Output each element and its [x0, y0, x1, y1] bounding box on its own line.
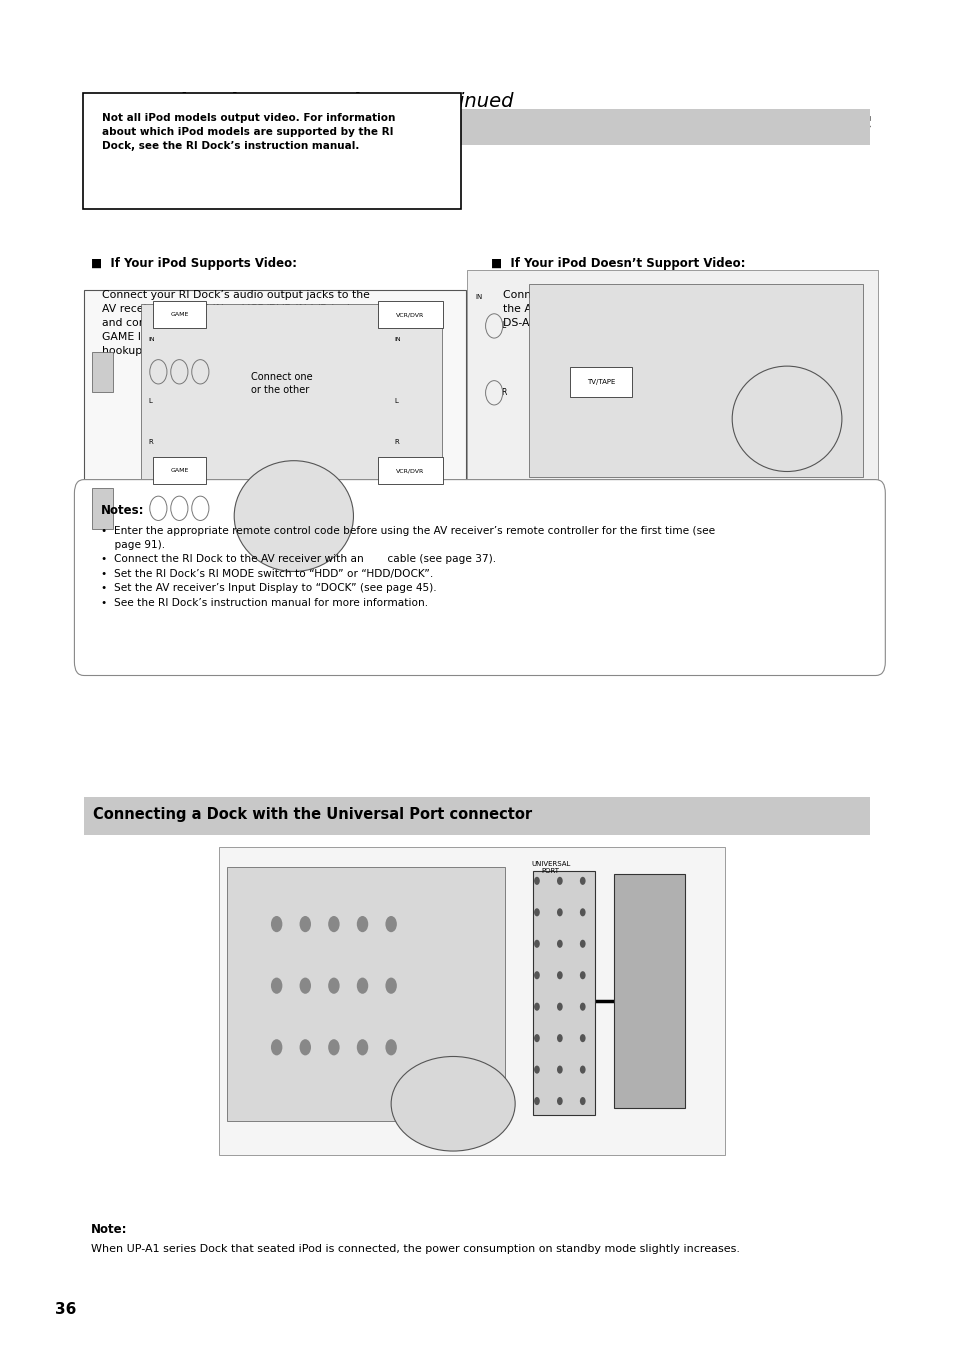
Text: IN: IN	[394, 338, 400, 342]
FancyBboxPatch shape	[91, 488, 112, 528]
Circle shape	[385, 916, 396, 932]
Ellipse shape	[391, 1056, 515, 1151]
Text: R: R	[394, 439, 398, 444]
FancyBboxPatch shape	[84, 109, 869, 145]
FancyBboxPatch shape	[570, 366, 631, 397]
Circle shape	[271, 916, 282, 932]
FancyBboxPatch shape	[219, 847, 724, 1155]
FancyBboxPatch shape	[141, 304, 441, 547]
Ellipse shape	[731, 366, 841, 471]
Text: Connect your RI Dock’s audio output jacks to the
AV receiver’s GAME IN or VCR/DV: Connect your RI Dock’s audio output jack…	[102, 290, 395, 357]
FancyBboxPatch shape	[84, 797, 869, 835]
Text: •  Enter the appropriate remote control code before using the AV receiver’s remo: • Enter the appropriate remote control c…	[101, 526, 715, 608]
Text: IN: IN	[149, 338, 155, 342]
FancyBboxPatch shape	[91, 351, 112, 392]
Circle shape	[385, 978, 396, 994]
Circle shape	[299, 1039, 311, 1055]
Text: VIDEO OUT  R  AUDIO OUT  L: VIDEO OUT R AUDIO OUT L	[91, 562, 182, 567]
Circle shape	[579, 971, 585, 979]
Circle shape	[385, 1039, 396, 1055]
Text: Notes:: Notes:	[101, 504, 145, 517]
Circle shape	[299, 916, 311, 932]
Circle shape	[534, 877, 539, 885]
Circle shape	[271, 978, 282, 994]
Text: Connect your RI Dock’s analog audio output jacks to
the AV receiver’s TV/TAPE IN: Connect your RI Dock’s analog audio outp…	[502, 290, 789, 328]
FancyBboxPatch shape	[467, 270, 877, 493]
Circle shape	[534, 971, 539, 979]
Text: VCR/DVR: VCR/DVR	[395, 467, 424, 473]
Text: L: L	[500, 322, 504, 331]
FancyBboxPatch shape	[152, 301, 205, 328]
Text: Connecting an RI Dock: Connecting an RI Dock	[93, 118, 279, 132]
Circle shape	[299, 978, 311, 994]
Circle shape	[557, 1066, 562, 1074]
FancyBboxPatch shape	[377, 301, 442, 328]
Circle shape	[534, 1066, 539, 1074]
Text: When UP-A1 series Dock that seated iPod is connected, the power consumption on s: When UP-A1 series Dock that seated iPod …	[91, 1244, 739, 1254]
Text: Connecting the AV Receiver: Connecting the AV Receiver	[91, 92, 396, 111]
FancyBboxPatch shape	[227, 867, 505, 1121]
Ellipse shape	[233, 461, 353, 571]
Text: UNIVERSAL
PORT: UNIVERSAL PORT	[531, 861, 570, 874]
Circle shape	[534, 1002, 539, 1011]
Text: GAME: GAME	[170, 312, 189, 317]
Circle shape	[328, 916, 339, 932]
Circle shape	[579, 940, 585, 948]
Text: ■  If Your iPod Doesn’t Support Video:: ■ If Your iPod Doesn’t Support Video:	[491, 257, 745, 270]
Circle shape	[557, 877, 562, 885]
FancyBboxPatch shape	[83, 93, 460, 209]
Circle shape	[557, 1034, 562, 1042]
Text: TV/TAPE: TV/TAPE	[586, 378, 615, 385]
Text: R: R	[500, 388, 506, 397]
FancyBboxPatch shape	[152, 457, 205, 484]
Text: L: L	[149, 397, 152, 404]
Circle shape	[579, 877, 585, 885]
Circle shape	[557, 1002, 562, 1011]
Circle shape	[557, 908, 562, 916]
Circle shape	[557, 940, 562, 948]
FancyBboxPatch shape	[613, 874, 684, 1108]
Text: L: L	[394, 397, 397, 404]
Text: 36: 36	[55, 1302, 76, 1317]
Circle shape	[534, 1097, 539, 1105]
Circle shape	[534, 1034, 539, 1042]
Text: R: R	[149, 439, 153, 444]
Circle shape	[579, 1097, 585, 1105]
Circle shape	[534, 908, 539, 916]
Circle shape	[534, 940, 539, 948]
Circle shape	[271, 1039, 282, 1055]
Circle shape	[356, 978, 368, 994]
Text: Note:: Note:	[91, 1223, 127, 1236]
Circle shape	[356, 916, 368, 932]
FancyBboxPatch shape	[74, 480, 884, 676]
Text: GAME: GAME	[170, 467, 189, 473]
Text: Connecting a Dock with the Universal Port connector: Connecting a Dock with the Universal Por…	[93, 807, 532, 821]
Circle shape	[579, 908, 585, 916]
Text: ■  If Your iPod Supports Video:: ■ If Your iPod Supports Video:	[91, 257, 296, 270]
FancyBboxPatch shape	[529, 284, 862, 477]
Circle shape	[579, 1002, 585, 1011]
Text: Not all iPod models output video. For information
about which iPod models are su: Not all iPod models output video. For in…	[102, 113, 395, 151]
Text: VCR/DVR: VCR/DVR	[395, 312, 424, 317]
Circle shape	[328, 1039, 339, 1055]
Text: Connect one
or the other: Connect one or the other	[251, 372, 313, 394]
FancyBboxPatch shape	[84, 290, 465, 581]
Text: AUDIO OUT: AUDIO OUT	[469, 507, 508, 512]
Circle shape	[579, 1034, 585, 1042]
Text: —Continued: —Continued	[394, 92, 513, 111]
Circle shape	[356, 1039, 368, 1055]
Circle shape	[579, 1066, 585, 1074]
Text: IN: IN	[475, 295, 482, 300]
Circle shape	[557, 971, 562, 979]
Circle shape	[328, 978, 339, 994]
Circle shape	[557, 1097, 562, 1105]
FancyBboxPatch shape	[533, 871, 595, 1115]
FancyBboxPatch shape	[377, 457, 442, 484]
